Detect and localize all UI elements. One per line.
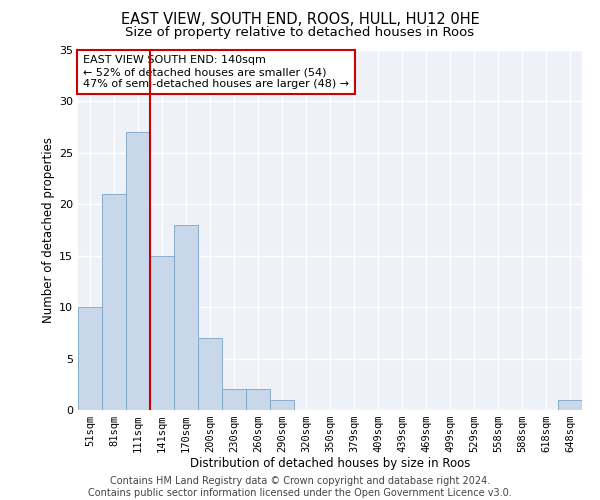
Bar [198, 338, 222, 410]
Bar [558, 400, 582, 410]
X-axis label: Distribution of detached houses by size in Roos: Distribution of detached houses by size … [190, 456, 470, 469]
Bar [174, 225, 198, 410]
Bar [222, 390, 246, 410]
Bar [126, 132, 150, 410]
Bar [102, 194, 126, 410]
Text: Size of property relative to detached houses in Roos: Size of property relative to detached ho… [125, 26, 475, 39]
Text: Contains HM Land Registry data © Crown copyright and database right 2024.
Contai: Contains HM Land Registry data © Crown c… [88, 476, 512, 498]
Bar [246, 390, 270, 410]
Bar [150, 256, 174, 410]
Text: EAST VIEW, SOUTH END, ROOS, HULL, HU12 0HE: EAST VIEW, SOUTH END, ROOS, HULL, HU12 0… [121, 12, 479, 28]
Bar [270, 400, 294, 410]
Text: EAST VIEW SOUTH END: 140sqm
← 52% of detached houses are smaller (54)
47% of sem: EAST VIEW SOUTH END: 140sqm ← 52% of det… [83, 56, 349, 88]
Y-axis label: Number of detached properties: Number of detached properties [42, 137, 55, 323]
Bar [78, 307, 102, 410]
